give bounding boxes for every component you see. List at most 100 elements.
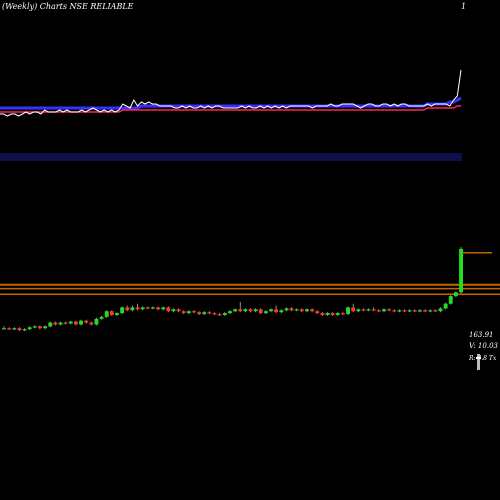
candle-body bbox=[443, 303, 448, 309]
candle-body bbox=[392, 310, 397, 312]
candle-body bbox=[315, 311, 320, 314]
candle-body bbox=[120, 307, 125, 314]
candle-body bbox=[459, 248, 463, 293]
candle-body bbox=[366, 309, 371, 311]
candle-body bbox=[335, 313, 340, 315]
candle-body bbox=[48, 322, 53, 327]
oscillator-band bbox=[0, 153, 462, 161]
candle-body bbox=[269, 309, 273, 312]
top-right-label: 1 bbox=[461, 2, 466, 11]
candle-body bbox=[53, 322, 58, 325]
candle-body bbox=[166, 307, 171, 312]
candle-body bbox=[294, 309, 299, 311]
candle-body bbox=[2, 328, 6, 330]
candle-body bbox=[382, 309, 386, 312]
candle-body bbox=[186, 311, 191, 314]
candle-body bbox=[68, 321, 73, 324]
candle-body bbox=[243, 309, 248, 312]
candle-body bbox=[151, 307, 155, 309]
candle-body bbox=[156, 307, 160, 310]
candle-body bbox=[222, 313, 227, 315]
oscillator-panel bbox=[0, 69, 462, 161]
candle-body bbox=[376, 310, 381, 312]
candle-body bbox=[438, 308, 443, 312]
candle-body bbox=[79, 320, 83, 325]
candle-body bbox=[397, 310, 402, 312]
bottom-label: R: 9.8 Tx bbox=[468, 355, 497, 362]
candle-body bbox=[448, 296, 453, 304]
candle-body bbox=[104, 311, 109, 317]
candle-body bbox=[145, 307, 150, 309]
candle-body bbox=[27, 327, 32, 330]
candle-body bbox=[238, 309, 243, 312]
candle-body bbox=[38, 326, 42, 329]
price-level-lines bbox=[0, 283, 500, 295]
volume-label: V: 10.03 X bbox=[469, 342, 500, 350]
candle-body bbox=[320, 313, 325, 315]
candle-body bbox=[89, 322, 94, 325]
candle-body bbox=[253, 309, 258, 312]
candle-body bbox=[433, 310, 438, 312]
candle-body bbox=[140, 307, 145, 310]
candles bbox=[2, 247, 463, 332]
candle-body bbox=[74, 321, 78, 325]
candle-body bbox=[58, 322, 63, 325]
candle-body bbox=[84, 320, 89, 323]
candle-body bbox=[161, 307, 166, 310]
candle-body bbox=[279, 310, 284, 313]
candle-body bbox=[264, 311, 268, 314]
candle-body bbox=[22, 329, 27, 331]
candle-body bbox=[17, 328, 22, 331]
candle-body bbox=[248, 309, 253, 312]
candle-body bbox=[341, 313, 345, 315]
candle-body bbox=[330, 313, 335, 315]
candle-body bbox=[135, 307, 140, 310]
candle-body bbox=[43, 326, 48, 329]
candle-body bbox=[412, 310, 417, 312]
candle-body bbox=[356, 309, 361, 312]
price-label: 163.91 bbox=[469, 331, 494, 339]
candle-body bbox=[171, 309, 176, 312]
candle-body bbox=[289, 308, 294, 311]
candle-body bbox=[109, 311, 114, 315]
candle-body bbox=[99, 316, 104, 319]
candle-body bbox=[284, 308, 289, 311]
candle-body bbox=[387, 309, 392, 311]
candle-body bbox=[233, 309, 237, 312]
candle-body bbox=[418, 310, 422, 312]
candle-body bbox=[325, 313, 330, 315]
candle-body bbox=[125, 307, 130, 311]
candle-body bbox=[202, 312, 207, 315]
candle-body bbox=[94, 318, 99, 325]
candle-body bbox=[7, 328, 12, 330]
candle-body bbox=[346, 307, 350, 314]
candle-body bbox=[274, 309, 279, 313]
candle-body bbox=[371, 309, 376, 311]
candle-body bbox=[299, 309, 304, 312]
candle-body bbox=[228, 311, 232, 314]
candle-body bbox=[453, 292, 458, 297]
candle-body bbox=[423, 310, 427, 312]
candle-body bbox=[351, 307, 356, 312]
candle-body bbox=[197, 312, 202, 315]
candle-body bbox=[176, 309, 181, 312]
pin-marker-icon bbox=[476, 354, 481, 370]
candle-body bbox=[428, 310, 433, 312]
candle-body bbox=[32, 326, 37, 328]
candle-body bbox=[212, 313, 217, 315]
candle-body bbox=[207, 312, 212, 314]
candle-body bbox=[361, 309, 366, 311]
candle-body bbox=[192, 311, 196, 313]
candle-body bbox=[12, 328, 17, 330]
candle-body bbox=[305, 309, 309, 312]
candle-body bbox=[181, 311, 186, 314]
oscillator-blue-line bbox=[0, 96, 462, 110]
candle-body bbox=[258, 309, 263, 314]
candle-body bbox=[63, 322, 68, 324]
oscillator-white-line bbox=[0, 69, 462, 117]
chart-title: (Weekly) Charts NSE RELIABLE bbox=[2, 2, 134, 11]
candle-body bbox=[217, 314, 222, 316]
candle-body bbox=[115, 313, 119, 315]
candle-body bbox=[407, 310, 412, 312]
